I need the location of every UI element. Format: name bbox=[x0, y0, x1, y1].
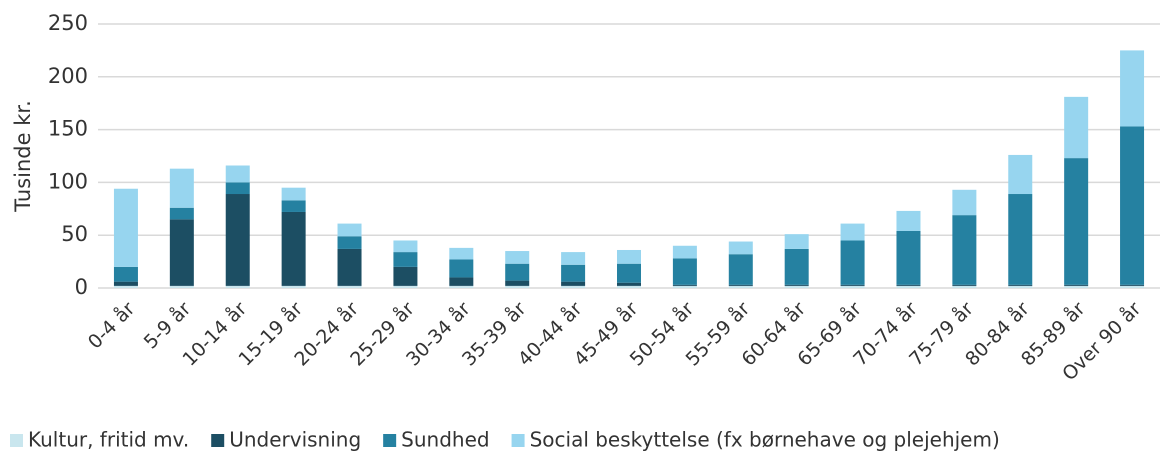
bar-segment bbox=[113, 285, 138, 288]
bar-segment bbox=[728, 285, 753, 288]
bar-segment bbox=[225, 194, 250, 286]
bar-segment bbox=[505, 263, 530, 281]
bar-segment bbox=[337, 223, 362, 237]
legend-swatch bbox=[211, 434, 225, 447]
bar-segment bbox=[617, 285, 641, 288]
x-tick-label: 0-4 år bbox=[83, 297, 139, 353]
bar-segment bbox=[169, 219, 194, 286]
bar-segment bbox=[840, 223, 865, 241]
bar-segment bbox=[505, 280, 530, 286]
bar-segment bbox=[1008, 194, 1033, 285]
y-tick-label: 250 bbox=[48, 11, 88, 35]
bar-segment bbox=[225, 285, 250, 288]
bar-segment bbox=[337, 248, 362, 286]
bar-segment bbox=[728, 241, 753, 255]
bar-segment bbox=[952, 285, 977, 288]
bar-segment bbox=[505, 285, 530, 288]
bar-segment bbox=[617, 282, 641, 286]
bar-segment bbox=[896, 230, 921, 285]
bar-segment bbox=[169, 285, 194, 288]
legend-label: Undervisning bbox=[229, 428, 361, 452]
bar-segment bbox=[672, 258, 697, 285]
bar-segment bbox=[393, 266, 418, 286]
bar-segment bbox=[1064, 158, 1089, 285]
bar-segment bbox=[1008, 284, 1033, 286]
bar-segment bbox=[393, 240, 418, 253]
bar-segment bbox=[840, 285, 865, 288]
bar-segment bbox=[113, 188, 138, 267]
bar-segment bbox=[728, 254, 753, 285]
y-tick-label: 150 bbox=[48, 117, 88, 141]
legend-label: Social beskyttelse (fx børnehave og plej… bbox=[530, 428, 1000, 452]
bar-segment bbox=[952, 284, 977, 286]
bar-segment bbox=[281, 187, 306, 201]
bar-segment bbox=[840, 284, 865, 286]
legend-label: Sundhed bbox=[401, 428, 489, 452]
bar-segment bbox=[449, 277, 474, 286]
bar-segment bbox=[952, 189, 977, 216]
bar-segment bbox=[449, 247, 474, 260]
bar-segment bbox=[169, 207, 194, 220]
bar-segment bbox=[617, 263, 641, 283]
bar-segment bbox=[952, 215, 977, 285]
bar-segment bbox=[281, 211, 306, 286]
bar-segment bbox=[561, 252, 586, 265]
bar-segment bbox=[1120, 284, 1145, 286]
y-tick-label: 200 bbox=[48, 64, 88, 88]
bar-segment bbox=[840, 240, 865, 285]
bar-segment bbox=[672, 284, 697, 286]
bar-segment bbox=[1008, 154, 1033, 195]
bar-segment bbox=[1120, 285, 1145, 288]
bar-segment bbox=[337, 285, 362, 288]
legend-swatch bbox=[10, 434, 23, 447]
bar-segment bbox=[728, 284, 753, 286]
bar-segment bbox=[225, 182, 250, 195]
bar-segment bbox=[225, 165, 250, 183]
bar-segment bbox=[281, 285, 306, 288]
bar-segment bbox=[784, 248, 809, 285]
bar-segment bbox=[1064, 96, 1089, 159]
bar-segment bbox=[337, 236, 362, 249]
bar-segment bbox=[1120, 126, 1145, 285]
legend-swatch bbox=[383, 434, 397, 447]
y-tick-label: 100 bbox=[48, 169, 88, 193]
legend-label: Kultur, fritid mv. bbox=[28, 428, 189, 452]
bar-segment bbox=[449, 285, 474, 288]
bar-segment bbox=[896, 285, 921, 288]
bar-segment bbox=[784, 284, 809, 286]
bar-segment bbox=[1064, 284, 1089, 286]
bar-segment bbox=[1008, 285, 1033, 288]
bar-segment bbox=[169, 168, 194, 208]
bar-segment bbox=[1064, 285, 1089, 288]
bar-segment bbox=[113, 281, 138, 286]
bar-segment bbox=[784, 234, 809, 249]
y-tick-label: 0 bbox=[75, 275, 88, 299]
bar-segment bbox=[896, 284, 921, 286]
bar-segment bbox=[672, 245, 697, 259]
y-tick-label: 50 bbox=[61, 222, 88, 246]
bar-segment bbox=[784, 285, 809, 288]
bar-segment bbox=[281, 200, 306, 212]
bar-segment bbox=[393, 252, 418, 267]
bar-segment bbox=[393, 285, 418, 288]
legend-swatch bbox=[511, 434, 525, 447]
bar-segment bbox=[1120, 50, 1145, 127]
bar-segment bbox=[505, 251, 530, 264]
bar-segment bbox=[561, 285, 586, 288]
x-tick-label: 5-9 år bbox=[139, 297, 195, 353]
bar-segment bbox=[113, 266, 138, 282]
bar-segment bbox=[561, 281, 586, 286]
bar-segment bbox=[449, 259, 474, 278]
bar-segment bbox=[672, 285, 697, 288]
bar-segment bbox=[896, 210, 921, 231]
bar-segment bbox=[561, 264, 586, 282]
bar-segment bbox=[617, 249, 641, 264]
y-axis-label: Tusinde kr. bbox=[11, 100, 35, 213]
